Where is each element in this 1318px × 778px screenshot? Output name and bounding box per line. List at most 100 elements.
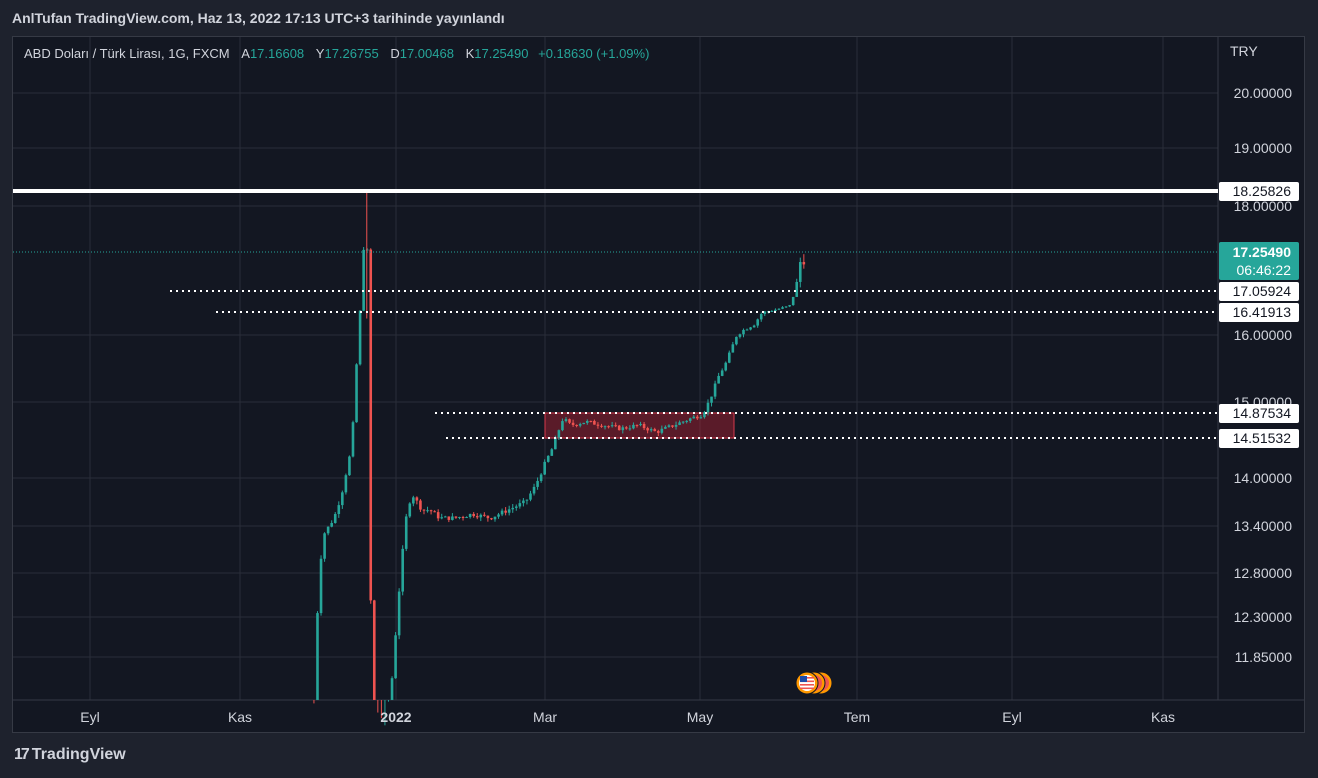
candle[interactable] xyxy=(756,319,759,326)
candle[interactable] xyxy=(472,513,475,517)
candle[interactable] xyxy=(337,505,341,514)
candle[interactable] xyxy=(759,314,763,320)
candle[interactable] xyxy=(696,416,699,419)
candle[interactable] xyxy=(330,523,333,527)
candle[interactable] xyxy=(802,262,806,265)
candle[interactable] xyxy=(635,424,639,426)
candle[interactable] xyxy=(664,426,667,429)
candle[interactable] xyxy=(710,396,713,403)
candle[interactable] xyxy=(614,425,617,427)
candle[interactable] xyxy=(415,497,419,501)
candle[interactable] xyxy=(656,431,660,433)
candle[interactable] xyxy=(525,499,529,501)
candle[interactable] xyxy=(511,507,515,510)
candle[interactable] xyxy=(344,475,348,493)
candle[interactable] xyxy=(642,423,646,429)
price-marker-label[interactable]: 14.51532 xyxy=(1219,429,1299,448)
candle[interactable] xyxy=(458,516,461,518)
candle[interactable] xyxy=(632,424,635,429)
candle[interactable] xyxy=(617,425,621,431)
candle[interactable] xyxy=(451,516,454,520)
candle[interactable] xyxy=(557,430,561,438)
candle[interactable] xyxy=(536,480,539,487)
candle[interactable] xyxy=(681,421,685,423)
candle[interactable] xyxy=(625,427,628,429)
currency-label[interactable]: TRY xyxy=(1230,43,1258,59)
candle[interactable] xyxy=(326,526,330,534)
price-marker-label[interactable]: 16.41913 xyxy=(1219,303,1299,322)
candle[interactable] xyxy=(731,344,735,353)
candle[interactable] xyxy=(397,591,401,636)
candle[interactable] xyxy=(497,514,500,517)
candle[interactable] xyxy=(390,678,394,700)
candle[interactable] xyxy=(351,422,355,457)
candle[interactable] xyxy=(795,281,799,297)
candle[interactable] xyxy=(603,426,607,428)
candle[interactable] xyxy=(610,425,614,427)
candle[interactable] xyxy=(461,516,465,518)
candle[interactable] xyxy=(518,503,522,507)
candle[interactable] xyxy=(784,306,788,308)
candle[interactable] xyxy=(561,421,564,431)
symbol-name[interactable]: ABD Doları / Türk Lirası, 1G, FXCM xyxy=(24,46,230,61)
candle[interactable] xyxy=(404,516,408,549)
candle[interactable] xyxy=(735,336,738,345)
candle[interactable] xyxy=(429,510,433,512)
candle[interactable] xyxy=(621,427,625,431)
candle[interactable] xyxy=(550,449,554,456)
candle[interactable] xyxy=(600,425,603,427)
candle[interactable] xyxy=(685,420,688,422)
candle[interactable] xyxy=(589,420,593,422)
candle[interactable] xyxy=(738,334,742,337)
candle[interactable] xyxy=(582,422,586,425)
candle[interactable] xyxy=(426,510,429,512)
candle[interactable] xyxy=(539,474,543,481)
candle[interactable] xyxy=(475,516,479,518)
candle[interactable] xyxy=(774,309,777,312)
candle[interactable] xyxy=(440,517,444,519)
candle[interactable] xyxy=(483,514,486,516)
candle[interactable] xyxy=(355,364,358,423)
candle[interactable] xyxy=(660,428,664,433)
candle[interactable] xyxy=(781,307,784,309)
candle[interactable] xyxy=(369,249,373,601)
candle[interactable] xyxy=(522,500,525,504)
candle[interactable] xyxy=(507,509,511,513)
candle[interactable] xyxy=(316,613,319,700)
candle[interactable] xyxy=(419,500,422,510)
candle[interactable] xyxy=(646,428,649,431)
candle[interactable] xyxy=(454,516,458,518)
candle[interactable] xyxy=(699,417,703,419)
candle[interactable] xyxy=(628,428,632,430)
candle[interactable] xyxy=(596,424,600,426)
candle[interactable] xyxy=(727,352,731,363)
candle[interactable] xyxy=(777,308,781,310)
candle[interactable] xyxy=(546,455,550,462)
candle[interactable] xyxy=(422,509,426,511)
candle[interactable] xyxy=(667,425,671,427)
candle[interactable] xyxy=(486,515,490,519)
candle[interactable] xyxy=(798,262,802,282)
candle[interactable] xyxy=(564,419,568,422)
candle[interactable] xyxy=(436,512,440,519)
candle[interactable] xyxy=(671,425,674,427)
candle[interactable] xyxy=(333,513,337,524)
candle[interactable] xyxy=(554,437,557,450)
candle[interactable] xyxy=(593,420,596,425)
candle[interactable] xyxy=(688,418,692,421)
candle[interactable] xyxy=(358,310,362,365)
candle[interactable] xyxy=(514,506,518,508)
candle[interactable] xyxy=(468,513,472,518)
candle[interactable] xyxy=(341,492,344,506)
candle[interactable] xyxy=(752,325,756,328)
candle[interactable] xyxy=(763,311,767,315)
candle[interactable] xyxy=(433,511,436,513)
candle[interactable] xyxy=(372,600,376,700)
candle[interactable] xyxy=(585,420,589,423)
candle[interactable] xyxy=(443,516,447,518)
candle[interactable] xyxy=(717,375,720,384)
candle[interactable] xyxy=(348,456,351,476)
candle[interactable] xyxy=(408,503,412,517)
candle[interactable] xyxy=(465,517,468,519)
candle[interactable] xyxy=(607,426,610,428)
